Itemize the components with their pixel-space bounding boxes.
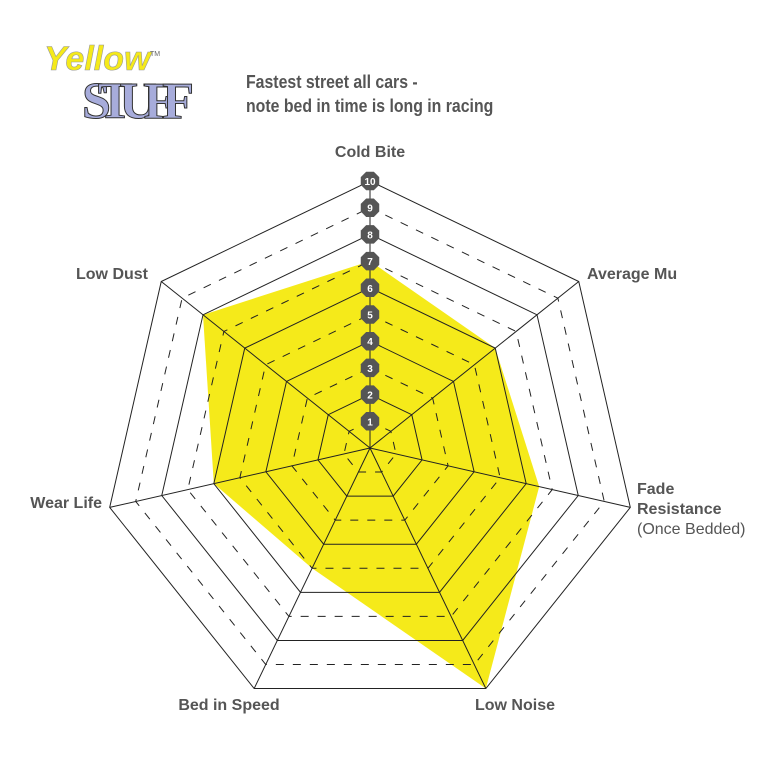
logo-tm: TM (150, 51, 160, 58)
tick-badge (360, 198, 380, 217)
axis-label: Cold Bite (335, 144, 405, 161)
axis-label-line2: Resistance (637, 501, 722, 518)
grid-ring-7 (187, 260, 553, 617)
tick-label: 4 (367, 337, 373, 348)
tick-badge (360, 225, 380, 244)
tick-label: 3 (367, 364, 373, 375)
axis-label: Low Noise (475, 697, 555, 714)
tick-badge (360, 171, 380, 191)
tick-badge (360, 412, 380, 431)
axis-label: Wear Life (30, 495, 102, 512)
grid-ring-4 (265, 340, 475, 545)
grid-ring-3 (291, 367, 449, 521)
tick-label: 1 (367, 417, 373, 428)
axis-spoke (109, 447, 371, 508)
yellow-stuff-logo: Yellow TM STUFF (44, 40, 195, 128)
axis-spoke (253, 447, 371, 689)
tick-label: 6 (367, 284, 373, 295)
tick-badge (360, 251, 380, 271)
logo-stuff-text: STUFF (82, 73, 194, 128)
axis-spoke (369, 447, 631, 508)
tick-label: 2 (367, 391, 373, 402)
axis-spoke (369, 447, 487, 689)
tick-label: 5 (367, 311, 373, 322)
axis-label: Bed in Speed (178, 697, 279, 714)
axis-spoke (369, 281, 580, 449)
axis-label: Average Mu (587, 266, 677, 283)
tick-badge (360, 385, 380, 404)
data-area (203, 261, 540, 689)
tick-label: 8 (367, 230, 373, 241)
grid-ring-6 (213, 287, 527, 593)
tick-label: 7 (367, 257, 373, 268)
tick-badge (360, 278, 380, 298)
grid-ring-2 (317, 394, 423, 497)
grid-ring-10 (109, 180, 631, 690)
tick-label: 9 (367, 204, 373, 215)
tick-badge (360, 305, 380, 324)
title-line-1: Fastest street all cars - (246, 72, 418, 92)
axis-label: Low Dust (76, 266, 149, 283)
grid-ring-9 (135, 207, 605, 666)
axis-sublabel: (Once Bedded) (637, 521, 746, 538)
tick-badge (360, 358, 380, 378)
grid-ring-8 (161, 233, 579, 641)
chart-title: Fastest street all cars - note bed in ti… (246, 70, 493, 118)
title-line-2: note bed in time is long in racing (246, 96, 494, 116)
logo-yellow-text: Yellow (44, 40, 153, 78)
tick-badge (360, 331, 380, 351)
axis-label: Fade (637, 481, 674, 498)
tick-label: 10 (364, 177, 376, 188)
axis-spoke (160, 281, 371, 449)
